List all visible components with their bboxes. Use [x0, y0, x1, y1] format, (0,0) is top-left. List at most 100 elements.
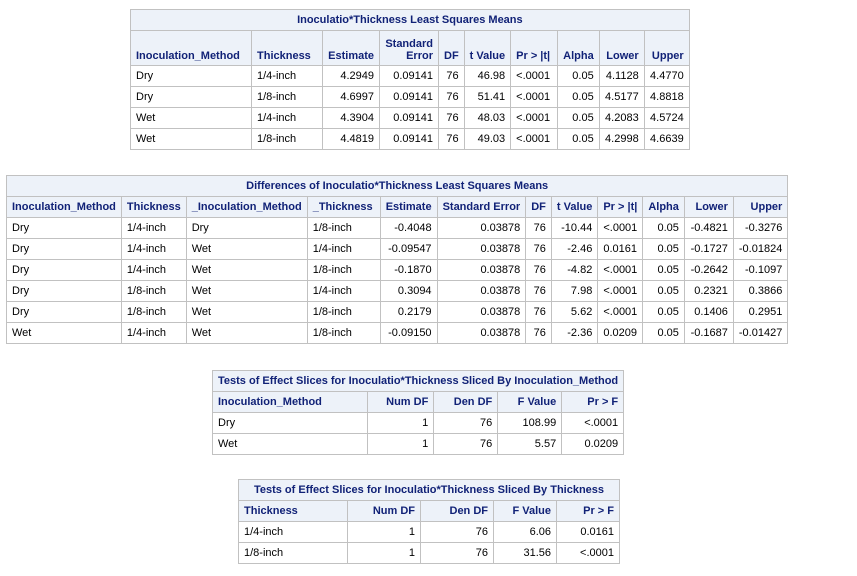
- cell: 76: [525, 238, 552, 260]
- cell: 0.05: [557, 107, 600, 129]
- cell: -0.1687: [683, 322, 734, 344]
- col-header: Pr > |t|: [510, 30, 559, 66]
- cell: 76: [438, 107, 465, 129]
- cell: 0.0209: [597, 322, 644, 344]
- cell: 0.03878: [436, 259, 527, 281]
- cell: 0.05: [642, 301, 685, 323]
- cell: 0.05: [557, 128, 600, 150]
- cell: 0.05: [642, 217, 685, 239]
- cell: 7.98: [550, 280, 599, 302]
- cell: 1: [367, 433, 435, 455]
- table-row: Wet 1/4-inch 4.3904 0.09141 76 48.03 <.0…: [130, 107, 690, 129]
- cell: 0.03878: [436, 322, 527, 344]
- cell: 0.05: [642, 280, 685, 302]
- col-header: Lower: [683, 196, 734, 218]
- cell: <.0001: [561, 412, 625, 434]
- cell: Wet: [185, 259, 308, 281]
- cell: 4.2949: [322, 65, 380, 87]
- cell: 1: [367, 412, 435, 434]
- cell: 76: [420, 521, 494, 543]
- cell: <.0001: [510, 65, 559, 87]
- cell: 0.03878: [436, 217, 527, 239]
- cell: 1/4-inch: [238, 521, 348, 543]
- table-row: Wet 1/8-inch 4.4819 0.09141 76 49.03 <.0…: [130, 128, 690, 150]
- cell: 76: [438, 65, 465, 87]
- cell: 1/4-inch: [306, 238, 381, 260]
- col-header: Pr > F: [556, 500, 620, 522]
- slice-thickness-header-row: Thickness Num DF Den DF F Value Pr > F: [238, 500, 620, 522]
- col-header: Standard Error: [436, 196, 527, 218]
- table-row: Wet 1/4-inch Wet 1/8-inch -0.09150 0.038…: [6, 322, 789, 344]
- cell: 1/4-inch: [251, 65, 323, 87]
- cell: 4.5724: [643, 107, 690, 129]
- table-row: Dry 1/4-inch Wet 1/8-inch -0.1870 0.0387…: [6, 259, 789, 281]
- cell: Wet: [185, 322, 308, 344]
- col-header: Standard Error: [379, 30, 439, 66]
- slice-thickness-title: Tests of Effect Slices for Inoculatio*Th…: [238, 479, 620, 501]
- cell: 76: [433, 412, 499, 434]
- cell: <.0001: [510, 86, 559, 108]
- lsmeans-header-row: Inoculation_Method Thickness Estimate St…: [130, 30, 690, 66]
- cell: Dry: [6, 301, 122, 323]
- cell: 76: [438, 128, 465, 150]
- table-row: 1/8-inch 1 76 31.56 <.0001: [238, 542, 620, 564]
- cell: Dry: [130, 65, 252, 87]
- cell: 1: [347, 521, 421, 543]
- cell: 0.09141: [379, 65, 439, 87]
- cell: Dry: [6, 280, 122, 302]
- table-row: Dry 1/8-inch Wet 1/4-inch 0.3094 0.03878…: [6, 280, 789, 302]
- cell: 76: [438, 86, 465, 108]
- cell: Dry: [130, 86, 252, 108]
- cell: <.0001: [510, 107, 559, 129]
- slice-method-title: Tests of Effect Slices for Inoculatio*Th…: [211, 370, 625, 392]
- cell: <.0001: [597, 217, 644, 239]
- cell: -2.46: [550, 238, 599, 260]
- col-header: t Value: [550, 196, 599, 218]
- col-header: Inoculation_Method: [6, 196, 122, 218]
- cell: 1/8-inch: [251, 86, 323, 108]
- col-header: Upper: [732, 196, 789, 218]
- cell: -0.01824: [732, 238, 789, 260]
- table-row: Dry 1/8-inch Wet 1/8-inch 0.2179 0.03878…: [6, 301, 789, 323]
- cell: 0.05: [642, 259, 685, 281]
- lsmeans-title: Inoculatio*Thickness Least Squares Means: [130, 9, 690, 31]
- cell: 1/8-inch: [120, 280, 187, 302]
- cell: -4.82: [550, 259, 599, 281]
- col-header: Alpha: [642, 196, 685, 218]
- col-header: Den DF: [420, 500, 494, 522]
- cell: 0.09141: [379, 128, 439, 150]
- cell: Wet: [130, 107, 252, 129]
- table-row: 1/4-inch 1 76 6.06 0.0161: [238, 521, 620, 543]
- col-header: F Value: [493, 500, 557, 522]
- cell: 1/8-inch: [306, 259, 381, 281]
- cell: 0.3866: [732, 280, 789, 302]
- col-header: Inoculation_Method: [130, 30, 252, 66]
- cell: -0.01427: [732, 322, 789, 344]
- cell: Dry: [6, 217, 122, 239]
- cell: 4.3904: [322, 107, 380, 129]
- cell: 76: [433, 433, 499, 455]
- col-header: Num DF: [347, 500, 421, 522]
- col-header: Den DF: [433, 391, 499, 413]
- col-header: Lower: [598, 30, 645, 66]
- cell: 0.2951: [732, 301, 789, 323]
- cell: 0.05: [557, 65, 600, 87]
- cell: Wet: [185, 238, 308, 260]
- table-row: Dry 1/4-inch Wet 1/4-inch -0.09547 0.038…: [6, 238, 789, 260]
- cell: 76: [525, 217, 552, 239]
- cell: Wet: [6, 322, 122, 344]
- cell: 6.06: [493, 521, 557, 543]
- cell: 0.2179: [379, 301, 438, 323]
- col-header: Upper: [643, 30, 690, 66]
- cell: 4.4770: [643, 65, 690, 87]
- cell: -0.09150: [379, 322, 438, 344]
- table-row: Dry 1/4-inch Dry 1/8-inch -0.4048 0.0387…: [6, 217, 789, 239]
- cell: -0.1097: [732, 259, 789, 281]
- cell: 1/4-inch: [120, 322, 187, 344]
- cell: 1/8-inch: [306, 322, 381, 344]
- cell: <.0001: [597, 259, 644, 281]
- cell: 5.62: [550, 301, 599, 323]
- cell: 1/4-inch: [120, 238, 187, 260]
- cell: <.0001: [597, 280, 644, 302]
- cell: -0.4821: [683, 217, 734, 239]
